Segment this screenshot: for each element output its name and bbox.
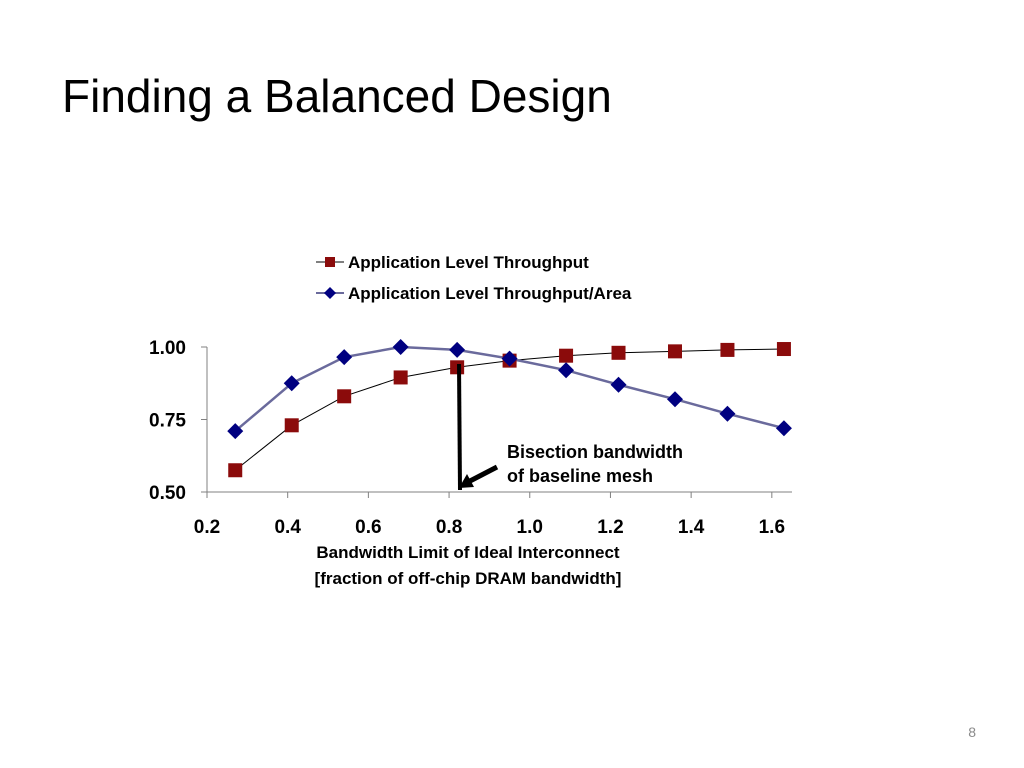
y-tick-label: 0.50 <box>149 483 186 504</box>
per-area-point <box>558 362 575 379</box>
throughput-point <box>284 418 299 433</box>
y-tick-label: 1.00 <box>149 338 186 359</box>
per-area-point <box>610 376 627 393</box>
per-area-point <box>667 391 683 408</box>
legend-item-per-area: Application Level Throughput/Area <box>316 284 632 303</box>
per-area-point <box>392 339 409 355</box>
x-tick-label: 1.2 <box>597 517 623 538</box>
per-area-point <box>227 423 244 440</box>
x-tick-label: 0.8 <box>436 517 462 538</box>
throughput-point <box>720 342 735 357</box>
legend-marker-diamond-icon <box>324 287 336 299</box>
x-tick-label: 1.4 <box>678 517 705 538</box>
x-tick-label: 0.4 <box>274 517 301 538</box>
throughput-point <box>393 370 408 385</box>
page-number: 8 <box>968 724 976 740</box>
x-tick-label: 0.6 <box>355 517 381 538</box>
throughput-point <box>337 389 352 404</box>
x-axis: 0.2 0.4 0.6 0.8 1.0 1.2 1.4 1.6 <box>194 491 792 538</box>
annotation-arrow-shaft <box>468 464 499 484</box>
legend-label-throughput: Application Level Throughput <box>348 253 589 272</box>
plot-series <box>227 339 792 478</box>
x-tick-label: 1.6 <box>759 517 785 538</box>
x-tick-label: 1.0 <box>517 517 543 538</box>
annotation-arrow-head-icon <box>459 474 474 488</box>
throughput-point <box>668 344 682 359</box>
legend-marker-square-icon <box>325 257 335 267</box>
throughput-point <box>611 345 626 360</box>
per-area-point <box>283 375 300 392</box>
x-axis-title: Bandwidth Limit of Ideal Interconnect <box>316 543 620 562</box>
y-axis: 0.50 0.75 1.00 <box>149 338 208 504</box>
throughput-point <box>228 463 243 478</box>
annotation-text-line2: of baseline mesh <box>507 466 653 486</box>
annotation-text-line1: Bisection bandwidth <box>507 442 683 462</box>
throughput-point <box>559 348 574 363</box>
x-tick-label: 0.2 <box>194 517 220 538</box>
throughput-point <box>776 342 791 357</box>
legend-label-per-area: Application Level Throughput/Area <box>348 284 632 303</box>
y-tick-label: 0.75 <box>149 411 186 432</box>
legend-item-throughput: Application Level Throughput <box>316 253 589 272</box>
annotation: Bisection bandwidth of baseline mesh <box>457 363 683 491</box>
per-area-point <box>775 420 792 437</box>
bisection-marker-line <box>457 363 462 491</box>
per-area-point <box>501 350 518 367</box>
slide-title: Finding a Balanced Design <box>62 70 612 122</box>
x-axis-title-line2: [fraction of off-chip DRAM bandwidth] <box>315 569 622 588</box>
per-area-point <box>719 405 736 422</box>
per-area-point <box>336 349 353 366</box>
legend: Application Level Throughput Application… <box>316 253 632 303</box>
per-area-point <box>449 341 466 358</box>
